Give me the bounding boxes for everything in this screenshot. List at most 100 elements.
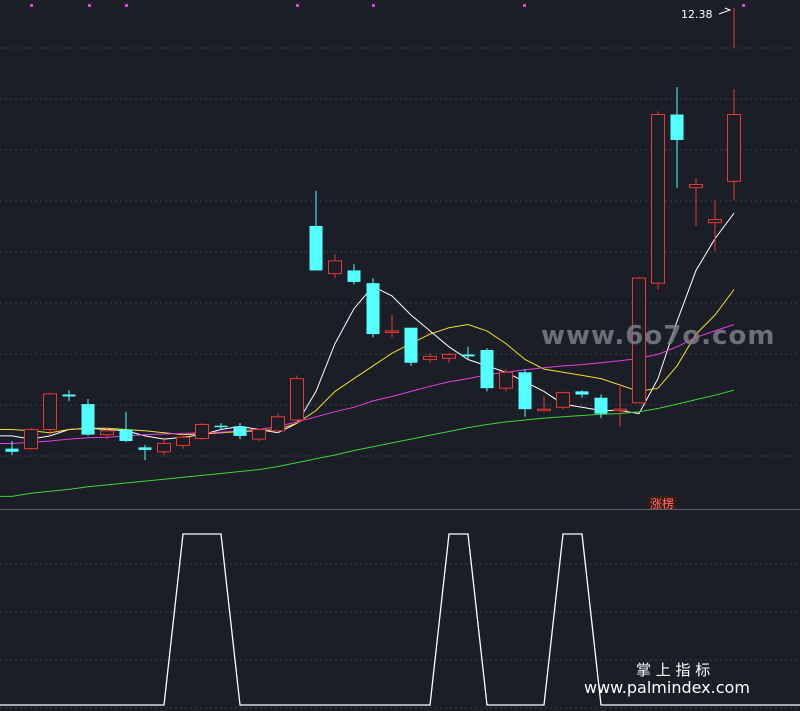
candle <box>5 440 19 455</box>
candle <box>689 178 703 226</box>
candle-body <box>214 425 228 428</box>
candle-body <box>81 404 95 435</box>
candle <box>328 254 342 279</box>
marker-dot <box>88 4 91 7</box>
candle-body <box>461 354 475 357</box>
candle <box>594 394 608 419</box>
candle-body <box>727 114 741 182</box>
candle <box>708 200 722 252</box>
candle-body <box>689 184 703 189</box>
candle <box>252 429 266 441</box>
candle-body <box>613 408 627 412</box>
candle-body <box>366 283 380 335</box>
candle-body <box>404 327 418 363</box>
candle <box>423 353 437 363</box>
marker-dot <box>372 4 375 7</box>
candle <box>651 111 665 290</box>
candle <box>404 327 418 366</box>
candle-body <box>708 219 722 224</box>
candle <box>461 346 475 360</box>
candle <box>613 383 627 427</box>
candle <box>309 190 323 271</box>
candle <box>176 432 190 449</box>
candle-body <box>632 277 646 404</box>
candle-body <box>347 270 361 282</box>
candle <box>81 398 95 436</box>
candle-body <box>556 392 570 408</box>
candle <box>480 348 494 392</box>
candle-body <box>518 372 532 410</box>
site-watermark: www.6o7o.com <box>541 321 775 351</box>
candle <box>62 390 76 401</box>
candlestick-chart: 12.38 涨楞 www.6o7o.com <box>0 4 800 510</box>
moving-average-line <box>0 324 735 444</box>
candle-body <box>233 426 247 436</box>
marker-dot <box>30 4 33 7</box>
candle-body <box>290 378 304 421</box>
candle-body <box>157 443 171 453</box>
candle-body <box>670 114 684 140</box>
palmindex-url: www.palmindex.com <box>584 678 750 697</box>
candle-body <box>328 260 342 275</box>
candle <box>670 87 684 188</box>
candle <box>556 391 570 410</box>
candle-body <box>651 114 665 284</box>
candle <box>499 369 513 392</box>
candle <box>24 428 38 450</box>
high-price-label: 12.38 <box>681 8 713 21</box>
candle <box>727 89 741 201</box>
candle <box>214 423 228 430</box>
candle <box>195 423 209 440</box>
candle-body <box>499 371 513 389</box>
candle <box>537 396 551 412</box>
candle <box>271 413 285 433</box>
candle-body <box>309 225 323 271</box>
candle <box>442 353 456 363</box>
candle-body <box>5 448 19 452</box>
marker-dot <box>523 4 526 7</box>
candle <box>138 444 152 461</box>
signal-badge: 涨楞 <box>650 496 674 510</box>
candle <box>119 411 133 443</box>
candle-body <box>119 429 133 441</box>
signal-badge-bg <box>648 496 676 510</box>
candle-body <box>385 330 399 333</box>
marker-dot <box>125 4 128 7</box>
candle-body <box>138 447 152 450</box>
candle-body <box>575 391 589 395</box>
moving-average-line <box>0 212 735 440</box>
candle <box>233 423 247 440</box>
candle <box>43 392 57 436</box>
marker-dot <box>296 4 299 7</box>
candle <box>366 278 380 338</box>
candle-body <box>24 429 38 450</box>
candle-body <box>537 408 551 412</box>
candle-body <box>594 397 608 414</box>
signal-line <box>0 533 800 706</box>
candle <box>290 375 304 424</box>
candle <box>347 264 361 285</box>
candle-body <box>442 353 456 359</box>
candle-body <box>62 394 76 397</box>
candle <box>632 276 646 404</box>
candle-body <box>271 416 285 432</box>
candle <box>100 428 114 440</box>
candle-body <box>480 349 494 389</box>
candle <box>385 314 399 338</box>
candle-body <box>423 355 437 361</box>
candle-body <box>176 436 190 446</box>
candle <box>575 390 589 398</box>
candle <box>157 439 171 455</box>
marker-dot <box>742 4 745 7</box>
candle-body <box>43 393 57 431</box>
candle-body <box>100 430 114 436</box>
candle-body <box>195 423 209 439</box>
candle-body <box>252 429 266 440</box>
moving-average-line <box>0 289 735 436</box>
moving-average-line <box>0 389 735 497</box>
candle <box>518 369 532 417</box>
palmindex-title: 掌 上 指 标 <box>636 661 710 679</box>
high-price-arrow <box>718 7 732 15</box>
